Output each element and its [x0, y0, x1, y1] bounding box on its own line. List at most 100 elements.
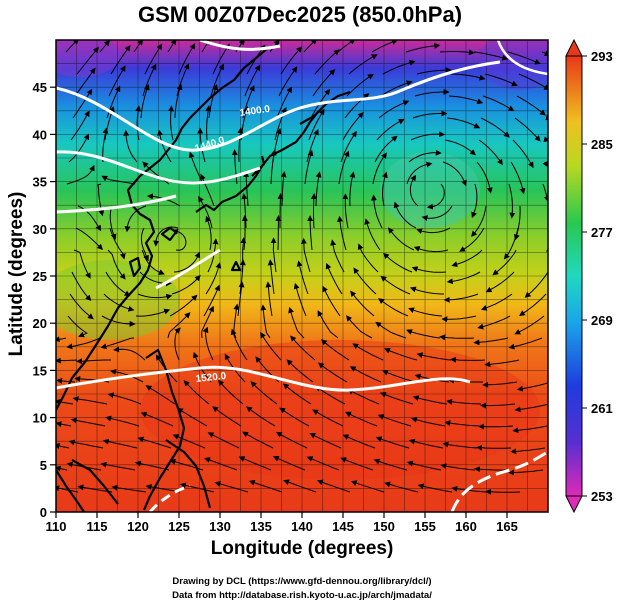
- streamline: [76, 46, 99, 75]
- streamline: [66, 164, 95, 185]
- streamline: [104, 106, 115, 141]
- streamline: [382, 369, 416, 383]
- streamline: [100, 337, 135, 350]
- streamline: [374, 135, 398, 163]
- streamline: [113, 346, 146, 361]
- streamline: [471, 205, 487, 237]
- streamline: [286, 359, 314, 383]
- streamline: [100, 461, 136, 471]
- streamline: [179, 482, 215, 493]
- x-tick-label: 115: [87, 519, 108, 534]
- streamline: [444, 420, 480, 427]
- streamline: [280, 46, 303, 75]
- streamline: [124, 205, 147, 233]
- x-axis: 110 115 120 125 130 135 140 145 150 155 160 165: [46, 512, 518, 534]
- streamline: [111, 484, 147, 493]
- y-tick-label: 10: [33, 411, 47, 426]
- streamline: [384, 347, 418, 361]
- streamline: [67, 315, 88, 338]
- streamline: [205, 215, 212, 251]
- x-tick-label: 145: [332, 519, 354, 534]
- streamline: [309, 433, 342, 449]
- streamline: [317, 362, 348, 383]
- streamline: [99, 40, 110, 53]
- streamline: [406, 329, 441, 339]
- streamline: [349, 366, 382, 383]
- streamline: [312, 409, 344, 427]
- streamline: [474, 466, 509, 473]
- streamline: [74, 67, 96, 97]
- streamline: [348, 54, 378, 75]
- streamline: [239, 259, 246, 295]
- streamline: [459, 227, 485, 252]
- streamline: [56, 485, 79, 493]
- streamline: [542, 160, 548, 168]
- streamline: [248, 479, 283, 493]
- streamline: [357, 243, 379, 273]
- height-contours: [56, 40, 548, 512]
- x-tick-label: 155: [414, 519, 436, 534]
- streamline: [426, 183, 445, 210]
- credit-data: Data from http://database.rish.kyoto-u.a…: [172, 590, 432, 601]
- streamline: [101, 315, 136, 327]
- streamline: [203, 284, 220, 317]
- streamline: [338, 150, 350, 185]
- streamline: [416, 67, 452, 75]
- streamline: [176, 63, 190, 97]
- streamline: [144, 43, 163, 75]
- streamline: [412, 395, 448, 405]
- streamline: [446, 117, 481, 129]
- streamline: [214, 481, 249, 493]
- streamline: [169, 294, 198, 317]
- streamline: [306, 128, 319, 163]
- streamline: [303, 40, 318, 53]
- streamline: [542, 183, 548, 203]
- streamline: [514, 315, 545, 335]
- streamline: [342, 193, 349, 229]
- streamline: [202, 326, 214, 361]
- streamline: [108, 65, 126, 97]
- streamline: [414, 88, 450, 97]
- streamline: [66, 337, 101, 350]
- streamline: [73, 249, 91, 279]
- streamline: [353, 267, 377, 295]
- streamline: [71, 271, 92, 302]
- x-tick-label: 125: [168, 519, 190, 534]
- streamline: [135, 105, 142, 141]
- streamline: [508, 337, 543, 350]
- y-tick-label: 5: [40, 458, 47, 473]
- streamline: [373, 458, 408, 471]
- streamline: [381, 171, 388, 207]
- streamline: [408, 149, 442, 163]
- streamline: [238, 456, 272, 471]
- streamline: [512, 425, 548, 434]
- y-tick-label: 35: [33, 175, 47, 190]
- streamline: [244, 64, 261, 97]
- streamline: [270, 149, 277, 185]
- streamline: [416, 227, 451, 234]
- streamline: [410, 416, 446, 427]
- streamline: [375, 321, 407, 339]
- streamline: [442, 441, 478, 449]
- streamline: [105, 271, 131, 297]
- streamline: [476, 444, 512, 451]
- streamline: [207, 238, 219, 273]
- streamline: [330, 239, 345, 273]
- streamline: [212, 406, 242, 427]
- streamline: [346, 315, 373, 339]
- streamline: [183, 380, 210, 405]
- streamline: [440, 463, 476, 471]
- streamline: [408, 307, 443, 317]
- streamline: [107, 249, 126, 280]
- cold-pocket-northwest: [56, 40, 120, 77]
- x-tick-label: 150: [373, 519, 395, 534]
- streamline: [315, 385, 346, 405]
- streamline: [242, 431, 274, 449]
- streamline: [75, 227, 104, 251]
- colorbar-bottom-triangle: [565, 495, 583, 514]
- streamline: [72, 396, 108, 405]
- streamline: [406, 161, 433, 185]
- streamline: [278, 66, 298, 97]
- streamline: [56, 377, 76, 384]
- streamline: [406, 460, 442, 471]
